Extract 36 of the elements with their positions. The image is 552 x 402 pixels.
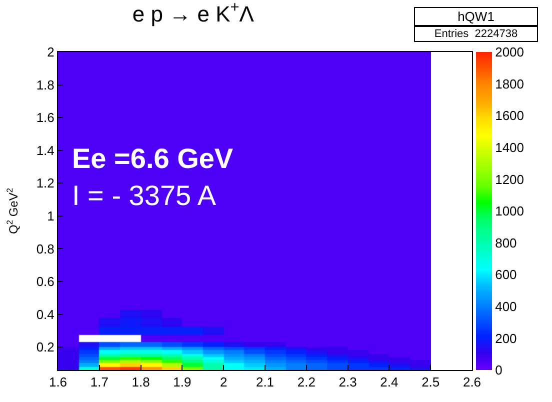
x-tick-label: 1.9 — [173, 374, 192, 390]
chart-title: e p → e K$^{+}$Λ — [132, 0, 254, 26]
x-tick-label: 2.4 — [380, 374, 398, 390]
x-tick-label: 2.1 — [256, 374, 274, 390]
color-bar-label: 200 — [495, 330, 517, 346]
text: hQW1 — [458, 9, 494, 24]
color-bar-label: 1600 — [495, 108, 524, 124]
x-tick-label: 1.8 — [132, 374, 150, 390]
x-tick-label: 2.2 — [297, 374, 316, 390]
y-tick-label: 1.2 — [36, 176, 54, 191]
color-bar-label: 2000 — [495, 44, 524, 60]
x-tick-label: 2.6 — [462, 374, 482, 390]
annotation: I = - 3375 A — [72, 180, 216, 211]
y-tick-label: 2 — [47, 44, 54, 60]
x-tick-label: 2 — [220, 374, 228, 390]
color-bar-label: 1800 — [495, 76, 524, 92]
color-bar-label: 0 — [495, 362, 502, 378]
x-tick-label: 2.3 — [338, 374, 357, 390]
y-tick-label: 1 — [47, 208, 54, 224]
y-tick-label: 1.6 — [36, 110, 54, 126]
color-bar-label: 1000 — [495, 204, 524, 219]
y-tick-label: 0.8 — [36, 241, 54, 256]
color-bar-label: 400 — [495, 298, 517, 314]
y-tick-label: 1.4 — [36, 142, 54, 158]
color-bar-label: 1400 — [495, 140, 524, 155]
color-bar-label: 800 — [495, 235, 517, 250]
x-tick-label: 2.5 — [422, 374, 440, 390]
y-tick-label: 0.6 — [36, 274, 54, 290]
color-bar-label: 1200 — [495, 172, 524, 187]
y-tick-label: 0.4 — [36, 306, 54, 322]
color-bar-label: 600 — [495, 267, 517, 282]
y-tick-label: 0.2 — [36, 340, 54, 355]
y-tick-label: 1.8 — [36, 77, 54, 92]
x-tick-label: 1.7 — [90, 374, 108, 390]
annotation: Ee =6.6 GeV — [72, 143, 234, 174]
text: Entries 2224738 — [434, 28, 518, 40]
